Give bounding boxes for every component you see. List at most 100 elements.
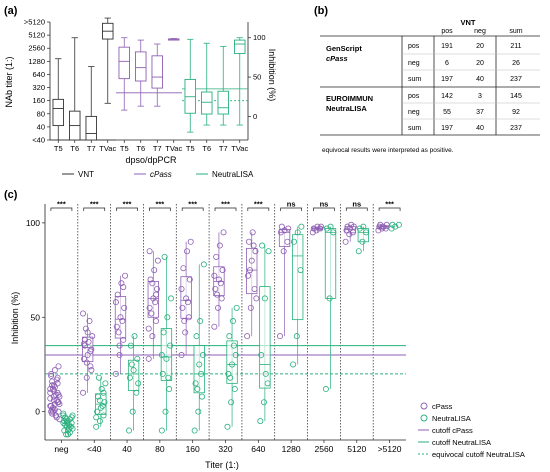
- panel-c-x-tick-label: 160: [186, 444, 200, 454]
- panel-a-legend: VNT cPass NeutraLISA: [62, 170, 254, 179]
- panel-c-point: [187, 238, 194, 245]
- panel-c-point: [214, 291, 221, 298]
- panel-c-significance-bracket: [345, 207, 368, 211]
- panel-c-point: [212, 285, 219, 292]
- panel-a-x-tick-label: TVac: [165, 144, 182, 153]
- panel-a-box: [85, 115, 97, 141]
- panel-c-point: [253, 295, 260, 302]
- panel-c-point: [258, 352, 265, 359]
- panel-c-point: [182, 329, 189, 336]
- panel-c: (c) Inhibition (%) 0 50 100 neg *** <40 *** 40 *…: [4, 189, 525, 470]
- panel-c-point: [60, 410, 67, 417]
- panel-a-boxes: [50, 17, 248, 141]
- panel-c-point: [146, 304, 153, 311]
- table-cell: 55: [443, 109, 451, 116]
- panel-a-x-tick-label: T6: [70, 144, 79, 153]
- panel-c-point: [248, 257, 255, 264]
- panel-c-point: [128, 361, 135, 368]
- panel-c-point: [229, 318, 236, 325]
- table-cell: 20: [476, 43, 484, 50]
- table-cell: 26: [512, 60, 520, 67]
- legend-neutralisa-label: NeutraLISA: [432, 414, 471, 423]
- panel-a-x-tick-label: T7: [153, 144, 162, 153]
- panel-c-significance-bracket: [149, 207, 171, 211]
- panel-c-point: [290, 361, 297, 368]
- panel-c-point: [82, 325, 89, 332]
- panel-a-box: [234, 39, 246, 54]
- panel-c-point: [395, 221, 402, 228]
- panel-c-point: [323, 225, 330, 232]
- panel-c-point: [326, 295, 333, 302]
- panel-c-point: [95, 393, 102, 400]
- table-cell: 145: [510, 93, 522, 100]
- panel-a-y-tick-label: 80: [37, 109, 45, 118]
- panel-c-point: [153, 318, 160, 325]
- panel-c-x-tick-label: 40: [122, 444, 132, 454]
- panel-c-point: [184, 248, 191, 255]
- panel-c-point: [224, 423, 231, 430]
- panel-c-significance-bracket: [313, 207, 335, 211]
- panel-c-point: [344, 223, 351, 230]
- panel-c-point: [62, 421, 69, 428]
- legend-cpass-label: cPass: [150, 170, 172, 179]
- panel-c-x-tick-label: 2560: [314, 444, 333, 454]
- panel-c-y-axis-label: Inhibition (%): [10, 292, 20, 345]
- panel-a-y-tick-label: 640: [32, 70, 45, 79]
- table-row-label: sum: [408, 76, 421, 83]
- panel-a-y-tick-label: 2560: [28, 44, 45, 53]
- panel-c-point: [245, 238, 252, 245]
- panel-c-point: [277, 229, 284, 236]
- panel-c-point: [226, 333, 233, 340]
- table-cell: 237: [510, 125, 522, 132]
- panel-c-point: [225, 370, 232, 377]
- panel-c-x-tick-label: 1280: [282, 444, 301, 454]
- panel-c-x-tick-label: 320: [218, 444, 232, 454]
- panel-c-point: [69, 412, 76, 419]
- panel-c-point: [193, 333, 200, 340]
- panel-c-point: [233, 304, 240, 311]
- panel-c-significance-label: ns: [320, 200, 329, 209]
- panel-a-x-tick-label: T7: [219, 144, 228, 153]
- panel-c-point: [96, 397, 103, 404]
- panel-c-box: [193, 345, 205, 394]
- legend-cutoff-neutralisa-label: cutoff NeutraLISA: [432, 438, 491, 447]
- panel-c-point: [343, 227, 350, 234]
- panel-c-significance-label: ***: [385, 200, 394, 209]
- panel-c-point: [89, 333, 96, 340]
- panel-c-point: [51, 367, 58, 374]
- panel-c-point: [145, 355, 152, 362]
- panel-c-y-tick-label: 100: [26, 218, 40, 228]
- panel-c-significance-label: ***: [155, 200, 164, 209]
- legend-cutoff-cpass-label: cutoff cPass: [432, 426, 473, 435]
- panel-a-box: [217, 90, 229, 115]
- panel-c-point: [314, 223, 321, 230]
- panel-a: (a) NAb titer (1:) Inhibition (%) <40 40 8…: [4, 5, 277, 179]
- table-vnt-header: VNT: [461, 18, 476, 27]
- panel-a-x-tick-label: T5: [120, 144, 129, 153]
- panel-c-point: [310, 225, 317, 232]
- panel-c-significance-label: ns: [352, 200, 361, 209]
- panel-c-point: [158, 427, 165, 434]
- panel-c-point: [192, 380, 199, 387]
- legend-neutralisa-label: NeutraLISA: [212, 170, 254, 179]
- panel-c-point: [65, 421, 72, 428]
- panel-a-y-tick-label: 40: [37, 122, 45, 131]
- panel-c-point: [99, 403, 106, 410]
- panel-c-point: [133, 389, 140, 396]
- group-name-line: EUROIMMUN: [326, 94, 373, 103]
- table-col-header: neg: [474, 28, 486, 35]
- panel-c-point: [52, 412, 59, 419]
- panel-c-point: [199, 352, 206, 359]
- panel-c-x-tick-label: >5120: [378, 444, 402, 454]
- panel-c-point: [158, 352, 165, 359]
- panel-c-point: [261, 295, 268, 302]
- panel-a-box: [52, 98, 64, 127]
- panel-c-point: [195, 408, 202, 415]
- panel-c-point: [146, 248, 153, 255]
- table-cell: 6: [445, 60, 449, 67]
- panel-c-point: [126, 374, 133, 381]
- panel-c-point: [83, 374, 90, 381]
- panel-a-x-axis-label: dpso/dpPCR: [125, 155, 177, 165]
- panel-a-x-tick-label: TVac: [231, 144, 248, 153]
- table-group-name: EUROIMMUN NeutraLISA: [326, 94, 373, 113]
